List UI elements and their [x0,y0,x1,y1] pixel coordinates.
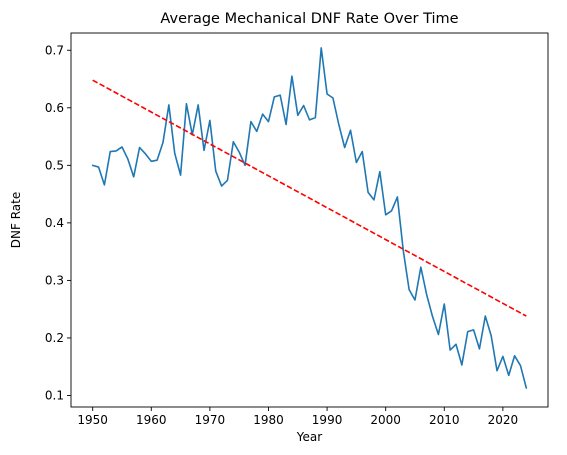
y-tick-label: 0.3 [45,273,64,287]
x-tick-label: 1950 [77,413,108,427]
x-tick-label: 2010 [429,413,460,427]
y-tick-label: 0.7 [45,43,64,57]
x-tick-label: 2020 [488,413,519,427]
plot-area: 1950 1960 1970 1980 1990 2000 2010 2020 0.1 0.2 0.… [45,32,549,427]
series-line-0 [91,47,528,389]
x-tick-label: 2000 [370,413,401,427]
chart-title: Average Mechanical DNF Rate Over Time [160,11,458,27]
x-axis-label: Year [296,430,322,444]
y-tick-label: 0.1 [45,388,64,402]
y-axis-label: DNF Rate [9,192,23,248]
x-tick-label: 1990 [312,413,343,427]
y-tick-label: 0.4 [45,216,64,230]
y-tick-label: 0.6 [45,101,64,115]
axes-frame [70,32,549,408]
trend-line [92,79,527,317]
x-tick-label: 1970 [195,413,226,427]
x-tick-label: 1980 [253,413,284,427]
y-tick-label: 0.5 [45,158,64,172]
x-tick-label: 1960 [136,413,167,427]
y-tick-label: 0.2 [45,331,64,345]
